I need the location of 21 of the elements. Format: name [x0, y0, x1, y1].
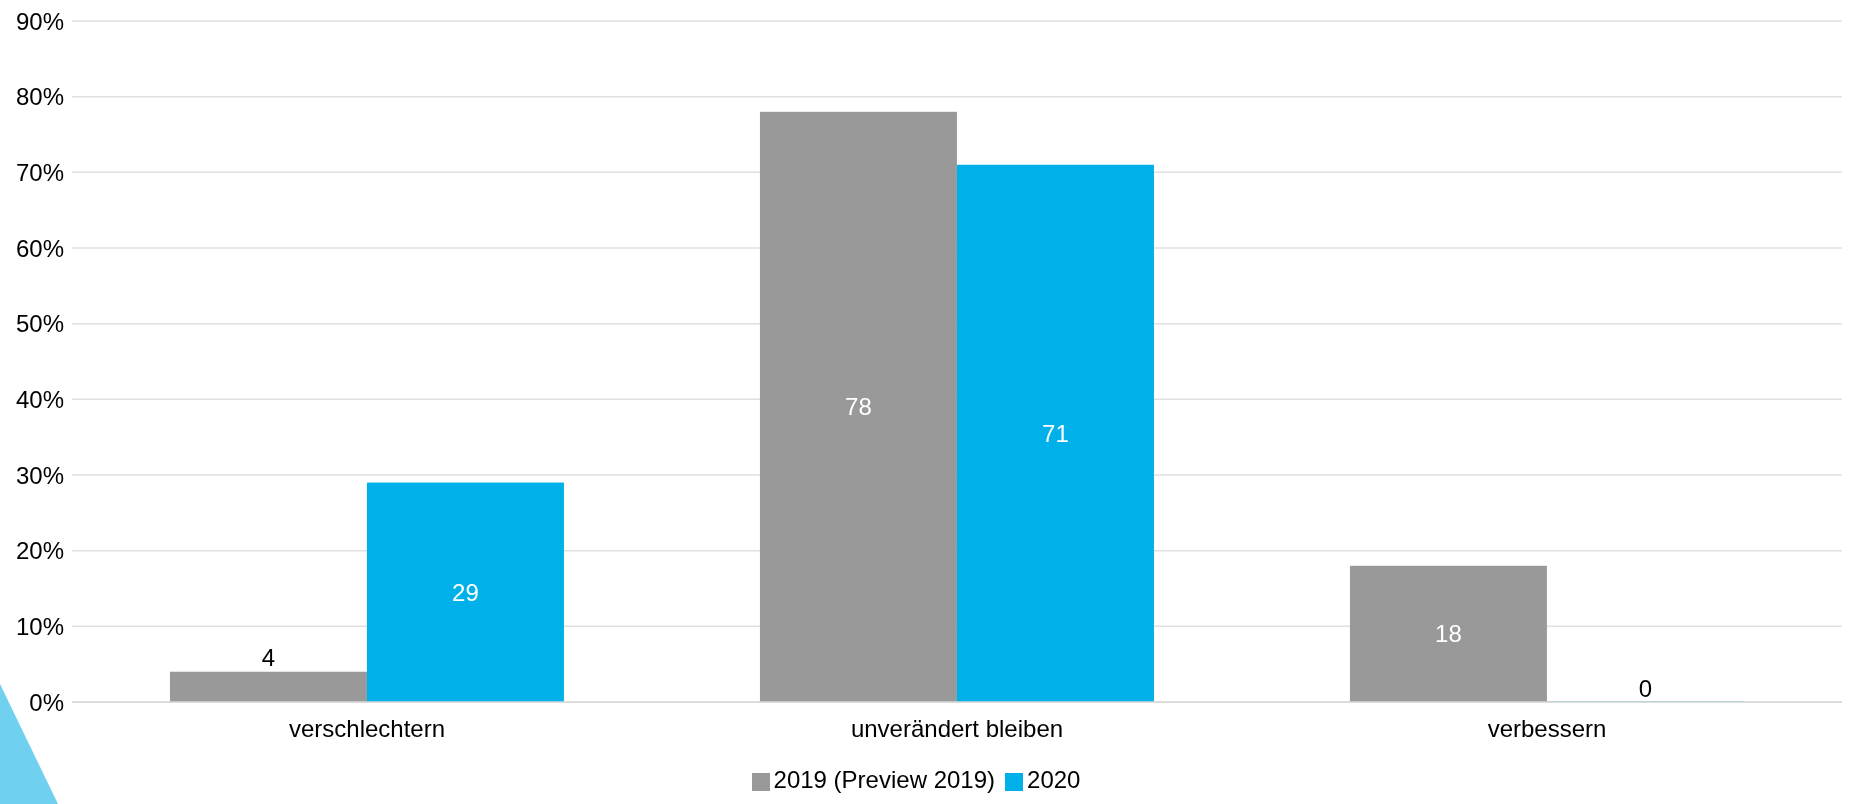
y-tick-label: 50%: [15, 310, 64, 338]
x-tick-label: verschlechtern: [288, 715, 446, 743]
y-tick-label: 40%: [15, 385, 64, 413]
data-label: 0: [1638, 674, 1653, 702]
legend-label: 2019 (Preview 2019): [773, 766, 996, 793]
y-tick-label: 0%: [29, 688, 64, 716]
data-label: 18: [1435, 620, 1462, 648]
y-tick-label: 70%: [15, 158, 64, 186]
y-tick-label: 60%: [15, 234, 64, 262]
data-label: 71: [1042, 419, 1069, 447]
legend-label: 2020: [1027, 766, 1081, 793]
y-tick-label: 80%: [15, 83, 64, 111]
y-tick-label: 10%: [15, 612, 64, 640]
data-label: 29: [452, 578, 479, 606]
y-tick-label: 90%: [15, 7, 64, 35]
y-tick-label: 30%: [15, 461, 64, 489]
x-tick-label: unverändert bleiben: [850, 715, 1064, 743]
x-tick-label: verbessern: [1487, 715, 1607, 743]
y-tick-label: 20%: [15, 537, 64, 565]
data-label: 78: [845, 393, 872, 421]
data-label: 4: [261, 644, 276, 672]
